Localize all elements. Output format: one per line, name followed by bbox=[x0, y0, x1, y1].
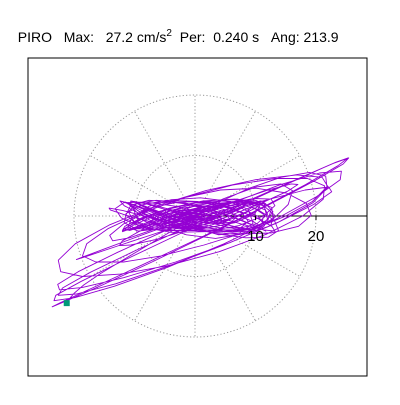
marker-layer bbox=[63, 300, 70, 307]
plot-frame bbox=[27, 57, 368, 377]
angle-value: 213.9 bbox=[303, 29, 339, 45]
end-point-marker bbox=[63, 300, 70, 307]
station-code: PIRO bbox=[17, 29, 53, 45]
chart-title: PIRO Max: 27.2 cm/s2 Per: 0.240 s Ang: 2… bbox=[10, 16, 339, 45]
motion-trace bbox=[51, 157, 350, 308]
period-label: Per: bbox=[179, 29, 206, 45]
max-unit: cm/s bbox=[136, 29, 167, 45]
radial-tick-label-20: 20 bbox=[308, 228, 325, 245]
trace-layer bbox=[51, 157, 350, 308]
max-label: Max: bbox=[63, 29, 95, 45]
period-value: 0.240 s bbox=[213, 29, 260, 45]
max-value: 27.2 bbox=[105, 29, 133, 45]
angle-label: Ang: bbox=[270, 29, 300, 45]
max-unit-exponent: 2 bbox=[166, 28, 172, 39]
radial-ticks: 10 20 bbox=[247, 216, 324, 245]
radial-tick-label-10: 10 bbox=[247, 228, 264, 245]
